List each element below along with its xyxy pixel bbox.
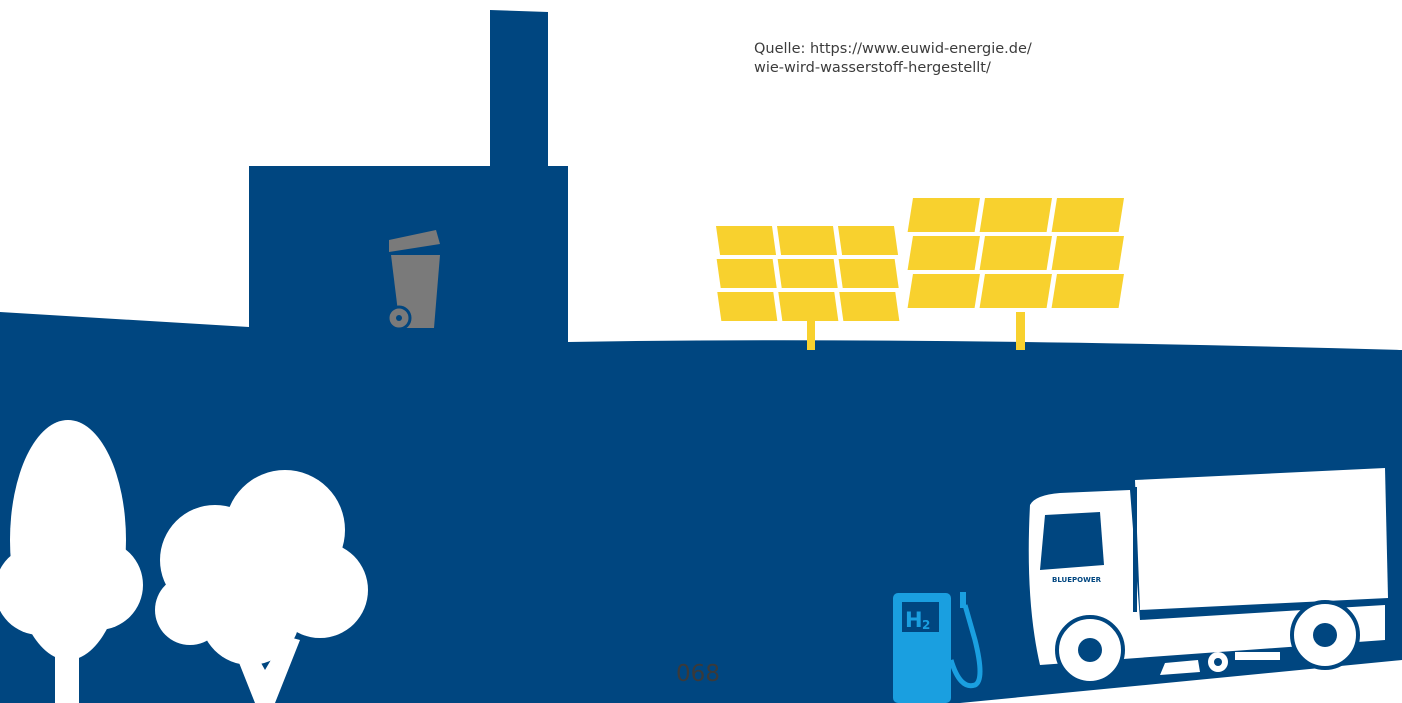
pump-label-sub: 2 bbox=[922, 618, 930, 632]
tree-round bbox=[155, 470, 368, 703]
pump-label: H bbox=[905, 608, 923, 632]
truck-brand: BLUEPOWER bbox=[1052, 576, 1102, 584]
tree-tall bbox=[0, 420, 143, 703]
page-number: 068 bbox=[676, 661, 720, 687]
source-line: Quelle: https://www.euwid-energie.de/ bbox=[754, 41, 1032, 57]
solar-panels bbox=[716, 198, 1124, 350]
trash-bin bbox=[386, 230, 440, 331]
hydrogen-pump: H 2 bbox=[893, 592, 983, 703]
truck: BLUEPOWER bbox=[1028, 468, 1388, 685]
source-line: wie-wird-wasserstoff-hergestellt/ bbox=[754, 60, 991, 76]
